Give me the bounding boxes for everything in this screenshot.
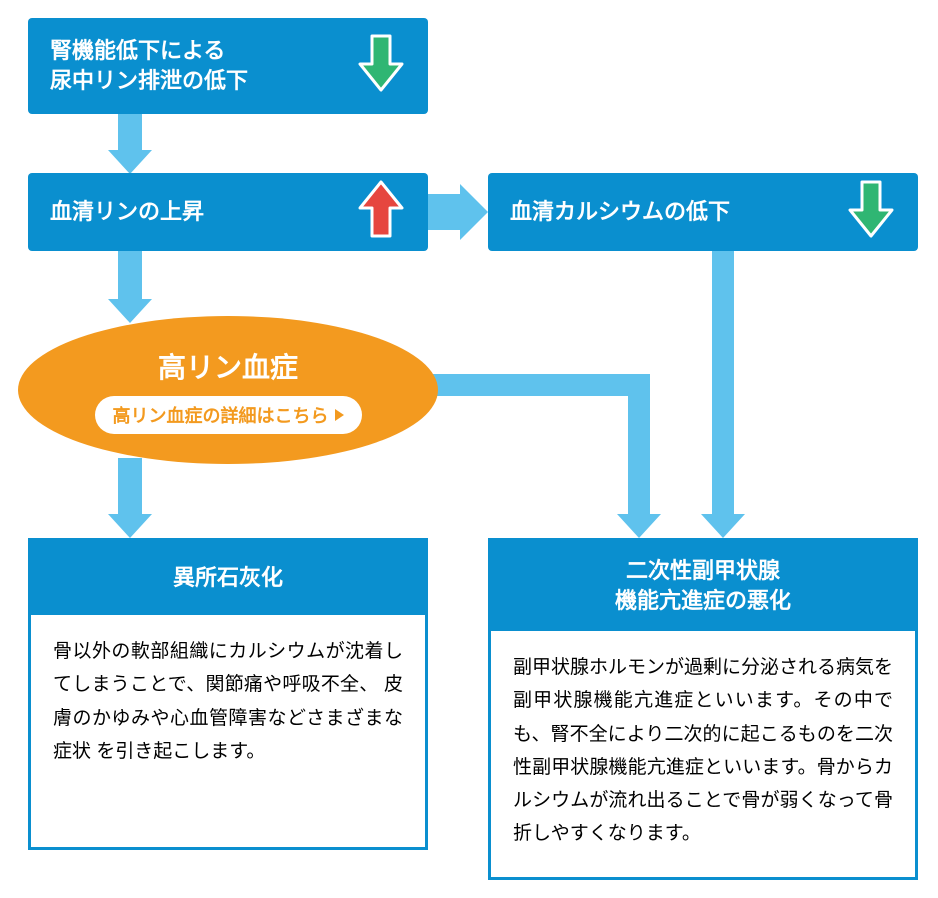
card-ectopic-calcification-body: 骨以外の軟部組織にカルシウムが沈着してしまうことで、関節痛や呼吸不全、 皮膚のか… [31, 615, 425, 788]
flow-arrow-box2-box3 [428, 188, 488, 236]
node-hyperphosphatemia: 高リン血症 高リン血症の詳細はこちら [18, 316, 438, 464]
chevron-right-icon [335, 409, 344, 421]
flow-arrow-box1-box2 [114, 114, 146, 173]
flow-arrow-ellipse-card2 [418, 374, 678, 538]
flow-arrow-box2-ellipse [114, 251, 146, 323]
hyperphosphatemia-details-link[interactable]: 高リン血症の詳細はこちら [95, 396, 362, 434]
card-ectopic-calcification-header: 異所石灰化 [31, 541, 425, 615]
node-hyperphosphatemia-title: 高リン血症 [158, 346, 298, 386]
card-ectopic-calcification: 異所石灰化 骨以外の軟部組織にカルシウムが沈着してしまうことで、関節痛や呼吸不全… [28, 538, 428, 850]
down-arrow-icon [356, 32, 406, 100]
node-kidney-decline-label: 腎機能低下による 尿中リン排泄の低下 [50, 36, 356, 95]
card-secondary-hyperparathyroidism: 二次性副甲状腺 機能亢進症の悪化 副甲状腺ホルモンが過剰に分泌される病気を副甲状… [488, 538, 918, 880]
flow-arrow-ellipse-card1 [114, 458, 146, 538]
flowchart-canvas: 腎機能低下による 尿中リン排泄の低下 血清リンの上昇 血清カルシウムの低下 高リ… [18, 18, 918, 880]
node-serum-phosphorus-rise: 血清リンの上昇 [28, 173, 428, 251]
node-kidney-decline: 腎機能低下による 尿中リン排泄の低下 [28, 18, 428, 114]
node-serum-calcium-drop-label: 血清カルシウムの低下 [510, 197, 846, 227]
card-secondary-hyperparathyroidism-body: 副甲状腺ホルモンが過剰に分泌される病気を副甲状腺機能亢進症といいます。その中でも… [491, 631, 915, 871]
flow-arrow-box3-card2 [708, 251, 740, 538]
down-arrow-icon [846, 178, 896, 246]
card-secondary-hyperparathyroidism-header: 二次性副甲状腺 機能亢進症の悪化 [491, 541, 915, 631]
node-serum-calcium-drop: 血清カルシウムの低下 [488, 173, 918, 251]
hyperphosphatemia-details-link-label: 高リン血症の詳細はこちら [113, 402, 329, 428]
node-serum-phosphorus-rise-label: 血清リンの上昇 [50, 197, 356, 227]
up-arrow-icon [356, 178, 406, 246]
